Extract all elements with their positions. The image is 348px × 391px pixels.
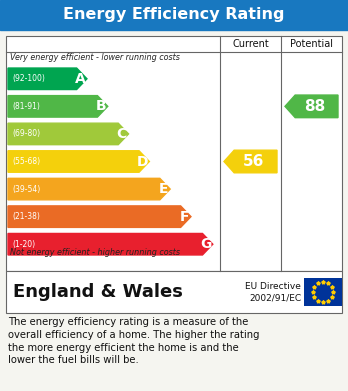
Text: Not energy efficient - higher running costs: Not energy efficient - higher running co… xyxy=(10,248,180,257)
Text: 56: 56 xyxy=(243,154,264,169)
Bar xyxy=(0,0,348,30)
Polygon shape xyxy=(8,178,170,200)
Text: (39-54): (39-54) xyxy=(12,185,40,194)
Text: (1-20): (1-20) xyxy=(12,240,35,249)
Bar xyxy=(304,278,342,306)
Text: A: A xyxy=(75,72,86,86)
Polygon shape xyxy=(8,123,128,145)
Text: Energy Efficiency Rating: Energy Efficiency Rating xyxy=(63,7,285,23)
Bar xyxy=(6,36,342,271)
Text: (81-91): (81-91) xyxy=(12,102,40,111)
Polygon shape xyxy=(8,233,213,255)
Text: (92-100): (92-100) xyxy=(12,74,45,83)
Text: The energy efficiency rating is a measure of the
overall efficiency of a home. T: The energy efficiency rating is a measur… xyxy=(8,317,260,366)
Polygon shape xyxy=(285,95,338,118)
Polygon shape xyxy=(8,206,191,228)
Text: B: B xyxy=(96,99,106,113)
Polygon shape xyxy=(224,150,277,173)
Text: D: D xyxy=(137,154,148,169)
Bar xyxy=(6,271,342,313)
Text: (69-80): (69-80) xyxy=(12,129,40,138)
Text: England & Wales: England & Wales xyxy=(13,283,183,301)
Text: C: C xyxy=(117,127,127,141)
Text: EU Directive
2002/91/EC: EU Directive 2002/91/EC xyxy=(245,282,301,302)
Text: Potential: Potential xyxy=(290,39,333,49)
Text: F: F xyxy=(180,210,189,224)
Text: 88: 88 xyxy=(304,99,325,114)
Text: (55-68): (55-68) xyxy=(12,157,40,166)
Text: G: G xyxy=(200,237,212,251)
Polygon shape xyxy=(8,68,87,90)
Text: Very energy efficient - lower running costs: Very energy efficient - lower running co… xyxy=(10,53,180,62)
Text: Current: Current xyxy=(232,39,269,49)
Polygon shape xyxy=(8,151,149,172)
Polygon shape xyxy=(8,96,108,117)
Text: (21-38): (21-38) xyxy=(12,212,40,221)
Text: E: E xyxy=(159,182,168,196)
